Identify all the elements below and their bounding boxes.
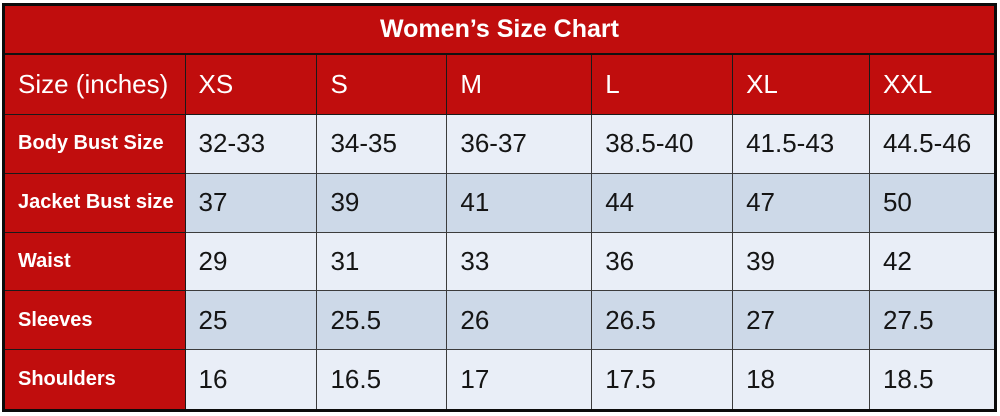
size-value-cell: 44 — [591, 172, 734, 233]
size-value-cell: 33 — [446, 231, 593, 292]
size-value-cell: 50 — [868, 172, 997, 233]
size-value-cell: 27 — [732, 290, 870, 351]
size-value-cell: 39 — [316, 172, 448, 233]
size-value-cell: 25 — [184, 290, 318, 351]
size-value-cell: 41 — [446, 172, 593, 233]
size-value-cell: 18.5 — [868, 349, 997, 411]
column-header-xl: XL — [732, 53, 870, 115]
table-row-shoulders: Shoulders 16 16.5 17 17.5 18 18.5 — [3, 349, 997, 411]
size-value-cell: 37 — [184, 172, 318, 233]
size-value-cell: 26 — [446, 290, 593, 351]
title-row: Women’s Size Chart — [3, 4, 996, 55]
size-value-cell: 36-37 — [446, 114, 593, 174]
size-value-cell: 42 — [868, 231, 997, 292]
size-value-cell: 17 — [446, 349, 593, 411]
size-value-cell: 16.5 — [316, 349, 448, 411]
row-label-body-bust-size: Body Bust Size — [3, 114, 186, 174]
womens-size-chart: Women’s Size Chart Size (inches) XS S M … — [2, 3, 997, 412]
column-header-xs: XS — [184, 53, 318, 115]
column-header-m: M — [446, 53, 593, 115]
table-row-jacket-bust-size: Jacket Bust size 37 39 41 44 47 50 — [3, 172, 997, 233]
size-value-cell: 31 — [316, 231, 448, 292]
chart-title: Women’s Size Chart — [3, 4, 996, 55]
column-header-s: S — [316, 53, 448, 115]
table-row-waist: Waist 29 31 33 36 39 42 — [3, 231, 997, 292]
size-value-cell: 25.5 — [316, 290, 448, 351]
womens-size-chart-table: Women’s Size Chart Size (inches) XS S M … — [2, 3, 997, 412]
size-value-cell: 32-33 — [184, 114, 318, 174]
table-row-body-bust-size: Body Bust Size 32-33 34-35 36-37 38.5-40… — [3, 114, 997, 174]
size-value-cell: 18 — [732, 349, 870, 411]
size-value-cell: 27.5 — [868, 290, 997, 351]
size-value-cell: 29 — [184, 231, 318, 292]
size-value-cell: 17.5 — [591, 349, 734, 411]
size-value-cell: 44.5-46 — [868, 114, 997, 174]
column-header-row: Size (inches) XS S M L XL XXL — [3, 53, 997, 115]
size-value-cell: 38.5-40 — [591, 114, 734, 174]
column-header-l: L — [591, 53, 734, 115]
size-value-cell: 39 — [732, 231, 870, 292]
row-label-jacket-bust-size: Jacket Bust size — [3, 172, 186, 233]
size-value-cell: 34-35 — [316, 114, 448, 174]
size-value-cell: 36 — [591, 231, 734, 292]
size-value-cell: 41.5-43 — [732, 114, 870, 174]
column-header-xxl: XXL — [868, 53, 997, 115]
column-header-size-inches: Size (inches) — [3, 53, 186, 115]
table-row-sleeves: Sleeves 25 25.5 26 26.5 27 27.5 — [3, 290, 997, 351]
row-label-shoulders: Shoulders — [3, 349, 186, 411]
row-label-waist: Waist — [3, 231, 186, 292]
size-value-cell: 26.5 — [591, 290, 734, 351]
size-value-cell: 16 — [184, 349, 318, 411]
row-label-sleeves: Sleeves — [3, 290, 186, 351]
size-value-cell: 47 — [732, 172, 870, 233]
